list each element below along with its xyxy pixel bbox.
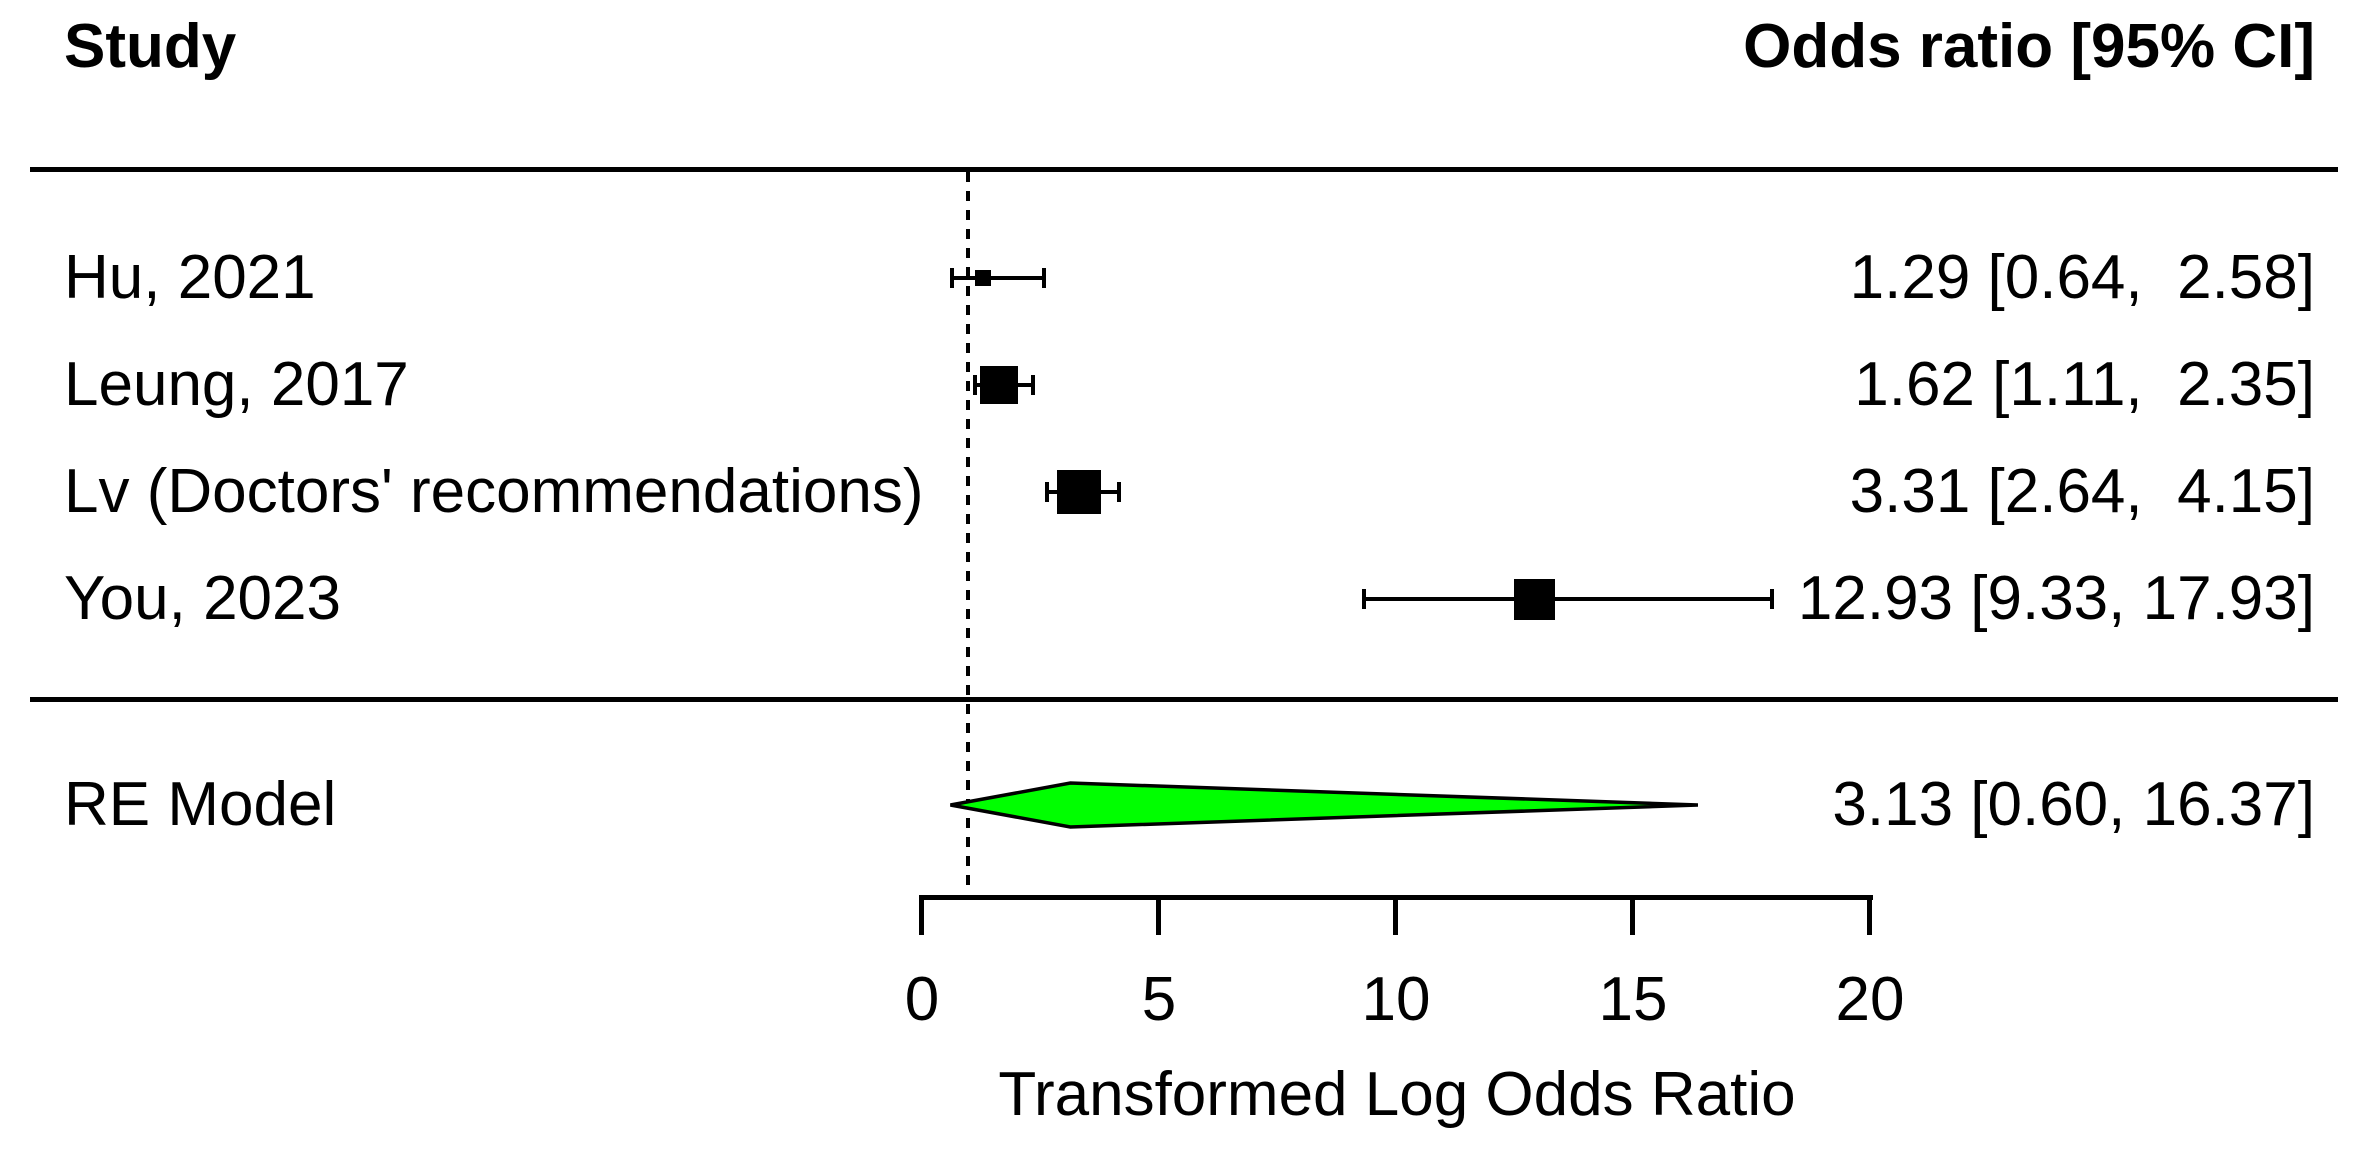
ci-whisker-cap-left [972,375,977,395]
ci-whisker-cap-right [1116,482,1121,502]
study-square-marker [1514,578,1556,620]
column-header-odds-ratio: Odds ratio [95% CI] [1743,12,2315,81]
summary-diamond [950,781,1698,829]
x-axis-tick-label: 20 [1835,965,1905,1034]
ci-whisker-cap-right [1031,375,1036,395]
x-axis-tick-label: 0 [904,965,940,1034]
column-header-study: Study [64,12,237,81]
reference-line [966,172,970,888]
ci-whisker-cap-right [1042,268,1047,288]
study-label: Leung, 2017 [64,350,409,419]
x-axis-tick [1867,895,1872,935]
separator-line-top [30,167,2338,172]
x-axis-tick-label: 10 [1361,965,1431,1034]
x-axis-tick [1393,895,1398,935]
x-axis-tick [1630,895,1635,935]
study-label: Lv (Doctors' recommendations) [64,457,924,526]
study-value: 3.31 [2.64, 4.15] [1849,457,2315,526]
x-axis-title: Transformed Log Odds Ratio [998,1060,1796,1129]
ci-whisker [952,276,1045,280]
study-square-marker [1056,470,1101,514]
study-value: 1.29 [0.64, 2.58] [1849,243,2315,312]
x-axis-tick-label: 5 [1141,965,1177,1034]
study-label: Hu, 2021 [64,243,316,312]
ci-whisker [1364,597,1772,601]
ci-whisker-cap-left [1362,589,1367,609]
x-axis-tick [919,895,924,935]
ci-whisker-cap-left [950,268,955,288]
x-axis-tick [1156,895,1161,935]
study-value: 12.93 [9.33, 17.93] [1797,564,2315,633]
study-square-marker [975,270,992,286]
summary-value: 3.13 [0.60, 16.37] [1832,770,2315,839]
study-square-marker [979,366,1018,404]
study-value: 1.62 [1.11, 2.35] [1854,350,2315,419]
separator-line-bottom [30,697,2338,702]
ci-whisker-cap-left [1045,482,1050,502]
ci-whisker-cap-right [1769,589,1774,609]
x-axis-tick-label: 15 [1598,965,1668,1034]
study-label: You, 2023 [64,564,342,633]
summary-label: RE Model [64,770,337,839]
